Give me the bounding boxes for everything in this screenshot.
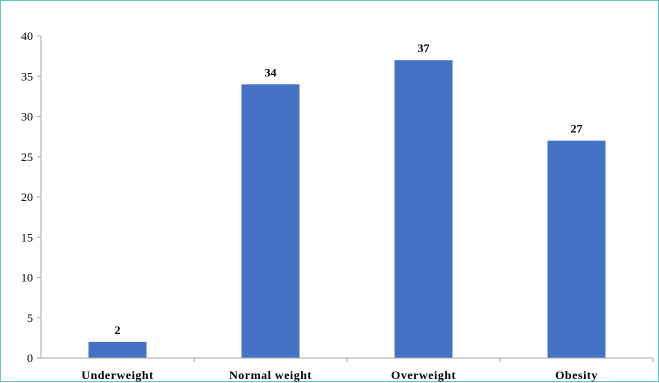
- x-category-label: Obesity: [555, 368, 598, 382]
- x-category-label: Overweight: [391, 368, 456, 382]
- y-axis-ticks: 0 5 10 15 20 25 30 35 40: [21, 29, 41, 365]
- bar: [88, 341, 147, 358]
- x-category-label: Underweight: [81, 368, 153, 382]
- data-label: 34: [265, 65, 277, 79]
- axes: [40, 36, 653, 359]
- y-tick-label: 25: [21, 150, 33, 164]
- data-label: 2: [115, 323, 121, 337]
- data-label: 27: [571, 122, 583, 136]
- bar: [241, 84, 300, 359]
- bar: [547, 140, 606, 358]
- data-labels: 2 34 37 27: [115, 41, 583, 337]
- y-tick-label: 20: [21, 190, 33, 204]
- y-tick-label: 5: [27, 311, 33, 325]
- data-label: 37: [418, 41, 430, 55]
- y-tick-label: 15: [21, 230, 33, 244]
- x-category-label: Normal weight: [229, 368, 312, 382]
- bars: [88, 60, 606, 359]
- bar: [394, 60, 453, 359]
- y-tick-label: 10: [21, 271, 33, 285]
- y-tick-label: 35: [21, 69, 33, 83]
- x-axis-labels: Underweight Normal weight Overweight Obesit…: [81, 358, 654, 382]
- y-tick-label: 30: [21, 110, 33, 124]
- y-tick-label: 40: [21, 29, 33, 43]
- y-tick-label: 0: [27, 351, 33, 365]
